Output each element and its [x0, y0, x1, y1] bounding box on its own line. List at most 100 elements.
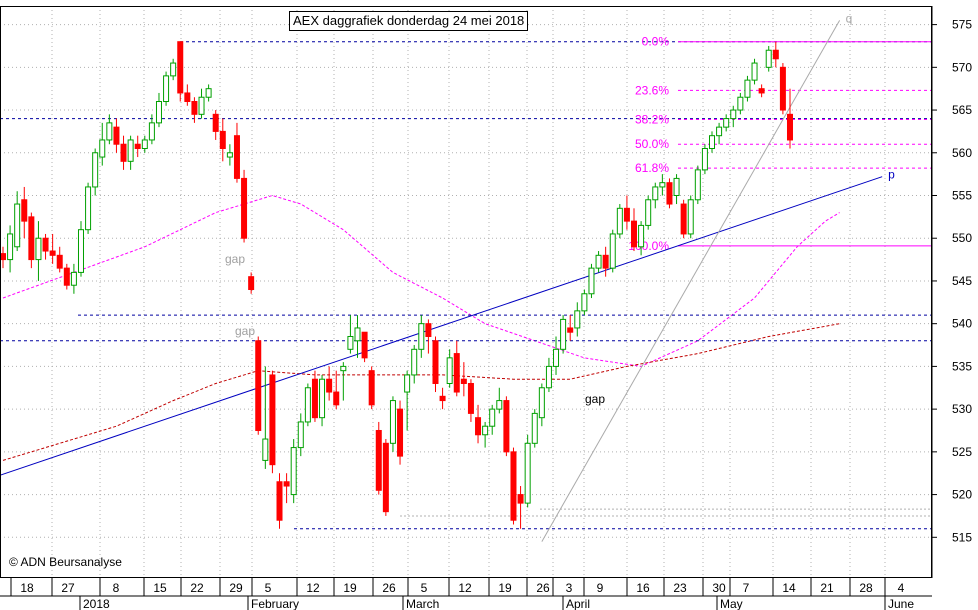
candle-body-down: [453, 353, 460, 393]
candle: [397, 400, 404, 465]
x-day-label: 5: [421, 581, 428, 595]
candle-body-up: [77, 229, 84, 273]
candle-body-up: [574, 310, 581, 329]
candle: [482, 421, 489, 448]
candle: [219, 118, 226, 162]
x-day-label: 26: [382, 581, 396, 595]
y-tick-label: 575: [952, 18, 972, 32]
candle-body-up: [609, 233, 616, 269]
candle-body-up: [92, 152, 99, 188]
candle: [588, 263, 595, 299]
candle: [631, 208, 638, 252]
candle: [170, 58, 177, 81]
candle: [49, 233, 56, 264]
candle: [255, 336, 262, 435]
candle-body-up: [496, 400, 503, 410]
candle: [545, 357, 552, 393]
x-day-label: 8: [113, 581, 120, 595]
candle-body-down: [233, 135, 240, 179]
candle: [652, 182, 659, 209]
candle-body-up: [418, 323, 425, 350]
candle: [248, 272, 255, 294]
candle-body-up: [751, 62, 758, 81]
candle: [531, 409, 538, 448]
x-day-label: 26: [536, 581, 550, 595]
candle: [141, 135, 148, 153]
candle-body-up: [553, 348, 560, 367]
candle: [304, 383, 311, 427]
candle-body-down: [191, 101, 198, 115]
candle-body-down: [467, 382, 474, 414]
candle: [106, 114, 113, 145]
candle-body-up: [723, 118, 730, 128]
candle: [723, 114, 730, 132]
candle-body-up: [14, 203, 21, 248]
candle-body-up: [389, 400, 396, 444]
x-month-label: June: [888, 597, 914, 610]
candle: [779, 63, 786, 115]
candle-body-down: [439, 395, 446, 402]
candle: [609, 229, 616, 273]
candle: [14, 191, 21, 252]
y-tick-label: 525: [952, 445, 972, 459]
candle-body-up: [716, 126, 723, 137]
candle-body-up: [262, 438, 269, 461]
trendline: [0, 176, 883, 476]
candle-body-up: [155, 101, 162, 124]
candle: [99, 122, 106, 166]
candle: [212, 110, 219, 140]
candle-body-up: [163, 75, 170, 103]
candle-body-down: [602, 254, 609, 269]
x-day-label: 18: [20, 581, 34, 595]
candle: [184, 84, 191, 106]
candle-body-up: [340, 365, 347, 372]
candle: [645, 195, 652, 230]
candle: [524, 434, 531, 508]
candle-body-down: [510, 451, 517, 521]
candle: [425, 319, 432, 354]
candle: [744, 75, 751, 102]
candle: [687, 195, 694, 239]
candle-body-down: [113, 126, 120, 145]
candle: [638, 221, 645, 256]
candle-body-up: [7, 233, 14, 261]
candle-body-up: [99, 139, 106, 158]
candle: [347, 315, 354, 354]
candle: [85, 182, 92, 234]
candle: [602, 246, 609, 277]
candle: [35, 221, 42, 281]
candle: [446, 349, 453, 388]
fib-level-label: 61.8%: [635, 161, 669, 175]
candle-body-down: [311, 378, 318, 419]
grid-lines: [0, 6, 932, 578]
fib-level-label: 0.0%: [642, 35, 670, 49]
candle: [198, 88, 205, 119]
candle-body-down: [0, 253, 6, 261]
candle-body-up: [645, 199, 652, 226]
candle: [538, 383, 545, 427]
candle-body-down: [248, 276, 255, 290]
x-month-label: February: [251, 597, 299, 610]
y-tick-label: 545: [952, 274, 972, 288]
x-day-label: 12: [458, 581, 472, 595]
candle: [489, 404, 496, 435]
x-day-label: 27: [61, 581, 75, 595]
candle: [163, 71, 170, 106]
x-day-label: 23: [673, 581, 687, 595]
trendline: [541, 20, 841, 542]
candle: [262, 366, 269, 469]
candle-body-up: [595, 254, 602, 269]
candle: [666, 178, 673, 209]
candle-body-up: [652, 186, 659, 201]
candle: [467, 379, 474, 422]
candle-body-down: [255, 340, 262, 431]
candle: [432, 336, 439, 393]
candle-body-down: [333, 391, 340, 406]
annotations: gap gap gap: [225, 252, 605, 406]
x-day-label: 29: [229, 581, 243, 595]
candle-body-down: [361, 331, 368, 359]
candle-body-up: [127, 139, 134, 162]
y-tick-label: 560: [952, 146, 972, 160]
candle-body-down: [375, 429, 382, 491]
candle: [226, 144, 233, 166]
